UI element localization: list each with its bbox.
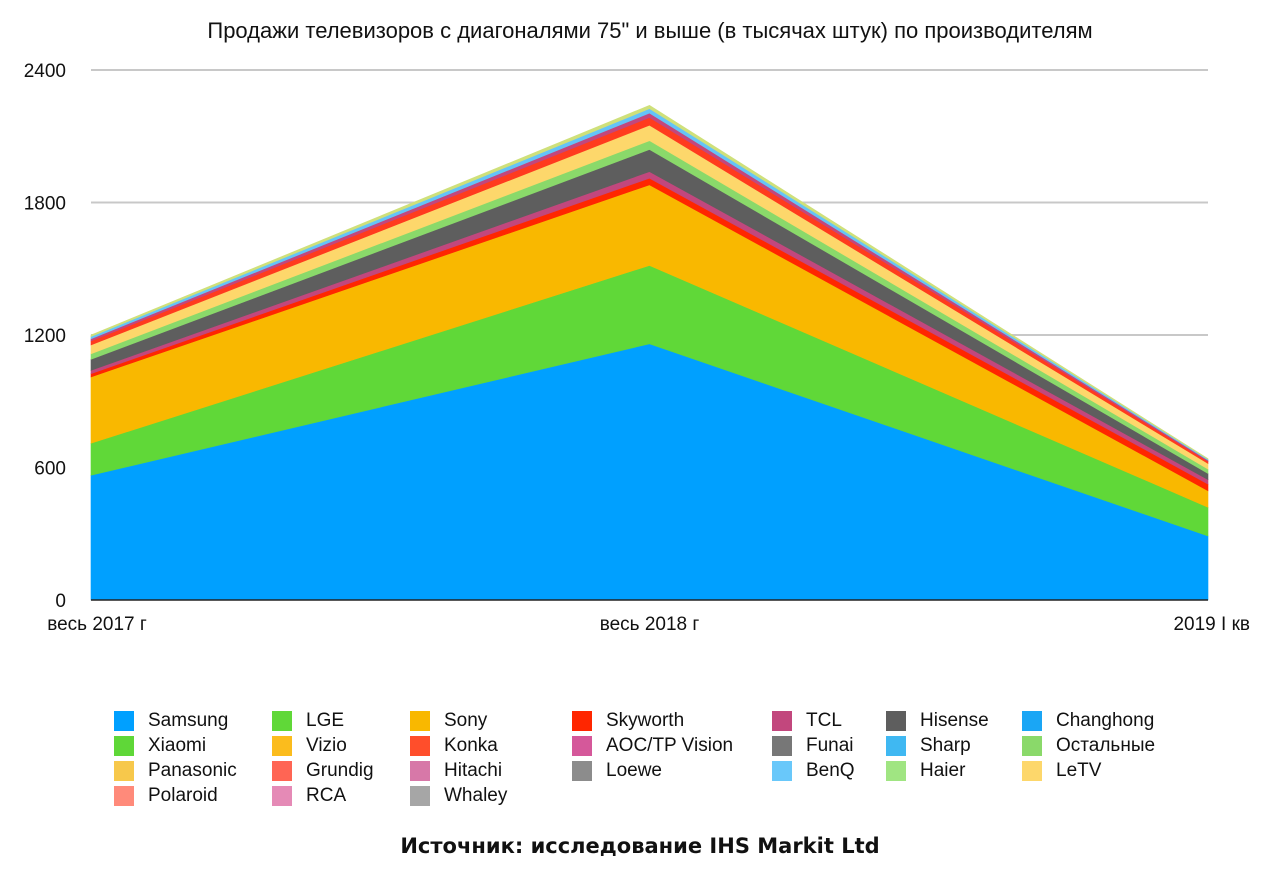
legend-item: Остальные: [1022, 735, 1182, 757]
legend-label: LeTV: [1056, 760, 1102, 781]
chart-plot: 0 600 1200 1800 2400 весь 2017 г весь 2018 г 20…: [24, 61, 1250, 635]
legend-label: Hitachi: [444, 760, 503, 781]
legend-swatch: [410, 711, 430, 731]
legend-item: Hitachi: [410, 760, 572, 782]
legend-item: Xiaomi: [114, 735, 272, 757]
legend-item: BenQ: [772, 760, 886, 782]
legend-label: Samsung: [148, 710, 229, 731]
legend-swatch: [772, 711, 792, 731]
legend-swatch: [272, 761, 292, 781]
legend-swatch: [572, 711, 592, 731]
y-tick-label: 1200: [24, 326, 66, 347]
legend-swatch: [410, 786, 430, 806]
legend-swatch: [772, 761, 792, 781]
legend-swatch: [410, 761, 430, 781]
stacked-areas: [90, 104, 1209, 601]
legend-label: Skyworth: [606, 710, 685, 731]
legend-item: Hisense: [886, 710, 1022, 732]
legend-label: TCL: [806, 710, 842, 731]
legend-item: Grundig: [272, 760, 410, 782]
legend-item: Changhong: [1022, 710, 1182, 732]
legend-item: Sharp: [886, 735, 1022, 757]
legend-label: BenQ: [806, 760, 855, 781]
legend-label: LGE: [306, 710, 345, 731]
legend-label: Loewe: [606, 760, 662, 781]
legend-item: Vizio: [272, 735, 410, 757]
legend-label: Xiaomi: [148, 735, 207, 756]
legend-swatch: [1022, 761, 1042, 781]
source-note: Источник: исследование IHS Markit Ltd: [400, 834, 880, 858]
x-tick-label: весь 2018 г: [600, 614, 700, 635]
legend-label: Hisense: [920, 710, 989, 731]
legend-item: Skyworth: [572, 710, 772, 732]
area-extra-4: [90, 104, 1209, 460]
legend-swatch: [572, 761, 592, 781]
legend-swatch: [272, 736, 292, 756]
legend-item: LeTV: [1022, 760, 1182, 782]
legend-item: RCA: [272, 785, 410, 807]
legend-swatch: [114, 761, 134, 781]
legend-swatch: [272, 711, 292, 731]
legend-label: Sony: [444, 710, 488, 731]
y-tick-label: 600: [34, 459, 66, 480]
legend-item: TCL: [772, 710, 886, 732]
y-tick-label: 0: [55, 591, 66, 612]
x-tick-label: весь 2017 г: [47, 614, 147, 635]
legend-swatch: [272, 786, 292, 806]
legend-item: Polaroid: [114, 785, 272, 807]
legend-item: Loewe: [572, 760, 772, 782]
legend-swatch: [410, 736, 430, 756]
legend-label: Vizio: [306, 735, 347, 756]
legend-item: Sony: [410, 710, 572, 732]
y-tick-label: 2400: [24, 61, 66, 82]
legend-label: Panasonic: [148, 760, 237, 781]
legend-label: Polaroid: [148, 785, 218, 806]
legend-swatch: [1022, 711, 1042, 731]
legend-label: Changhong: [1056, 710, 1155, 731]
legend-swatch: [114, 736, 134, 756]
legend-item: Samsung: [114, 710, 272, 732]
x-tick-label: 2019 I кв: [1173, 614, 1250, 635]
legend-swatch: [886, 736, 906, 756]
legend-label: Grundig: [306, 760, 374, 781]
legend-item: AOC/TP Vision: [572, 735, 772, 757]
legend-item: Whaley: [410, 785, 572, 807]
legend-swatch: [114, 786, 134, 806]
legend-label: Haier: [920, 760, 966, 781]
legend-swatch: [886, 711, 906, 731]
axes: 0 600 1200 1800 2400 весь 2017 г весь 2018 г 20…: [24, 61, 1250, 635]
legend-swatch: [572, 736, 592, 756]
legend-swatch: [114, 711, 134, 731]
y-tick-label: 1800: [24, 194, 66, 215]
chart-legend: Samsung LGE Sony Skyworth TCL Hisense Changhon…: [114, 710, 1174, 807]
chart-title: Продажи телевизоров с диагоналями 75" и …: [207, 18, 1093, 43]
legend-swatch: [886, 761, 906, 781]
legend-item: Haier: [886, 760, 1022, 782]
legend-swatch: [1022, 736, 1042, 756]
legend-label: Sharp: [920, 735, 971, 756]
legend-label: Остальные: [1056, 735, 1156, 756]
legend-item: Konka: [410, 735, 572, 757]
legend-swatch: [772, 736, 792, 756]
legend-label: AOC/TP Vision: [606, 735, 734, 756]
legend-label: RCA: [306, 785, 347, 806]
legend-label: Konka: [444, 735, 498, 756]
legend-item: LGE: [272, 710, 410, 732]
legend-item: Panasonic: [114, 760, 272, 782]
legend-label: Whaley: [444, 785, 508, 806]
legend-label: Funai: [806, 735, 854, 756]
legend-item: Funai: [772, 735, 886, 757]
